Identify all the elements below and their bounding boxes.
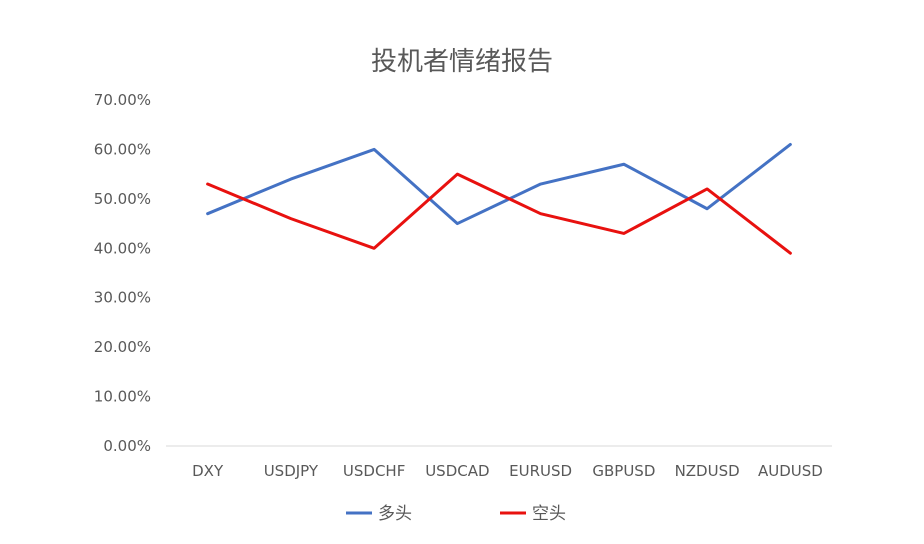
y-tick-label: 10.00% [94, 388, 151, 406]
y-tick-label: 50.00% [94, 190, 151, 208]
y-tick-label: 30.00% [94, 289, 151, 307]
y-tick-label: 60.00% [94, 140, 151, 158]
x-tick-label: USDJPY [264, 462, 319, 480]
x-axis-ticks: DXY USDJPY USDCHF USDCAD EURUSD GBPUSD NZDUSD A… [192, 462, 823, 480]
x-tick-label: USDCAD [425, 462, 489, 480]
legend-label: 多头 [378, 504, 412, 524]
series-line-1 [206, 142, 792, 226]
x-tick-label: EURUSD [509, 462, 572, 480]
chart-title: 投机者情绪报告 [371, 47, 553, 77]
series-lines [206, 142, 792, 255]
x-tick-label: AUDUSD [758, 462, 823, 480]
series-line-2 [206, 172, 792, 255]
y-tick-label: 0.00% [103, 437, 151, 455]
legend: 多头 空头 [346, 504, 566, 524]
x-tick-label: GBPUSD [592, 462, 655, 480]
x-tick-label: USDCHF [343, 462, 405, 480]
x-tick-label: NZDUSD [675, 462, 740, 480]
x-tick-label: DXY [192, 462, 224, 480]
y-tick-label: 20.00% [94, 338, 151, 356]
legend-label: 空头 [532, 504, 566, 524]
y-tick-label: 70.00% [94, 91, 151, 109]
y-axis-ticks: 0.00% 10.00% 20.00% 30.00% 40.00% 50.00% 60.00… [94, 91, 151, 455]
y-tick-label: 40.00% [94, 239, 151, 257]
